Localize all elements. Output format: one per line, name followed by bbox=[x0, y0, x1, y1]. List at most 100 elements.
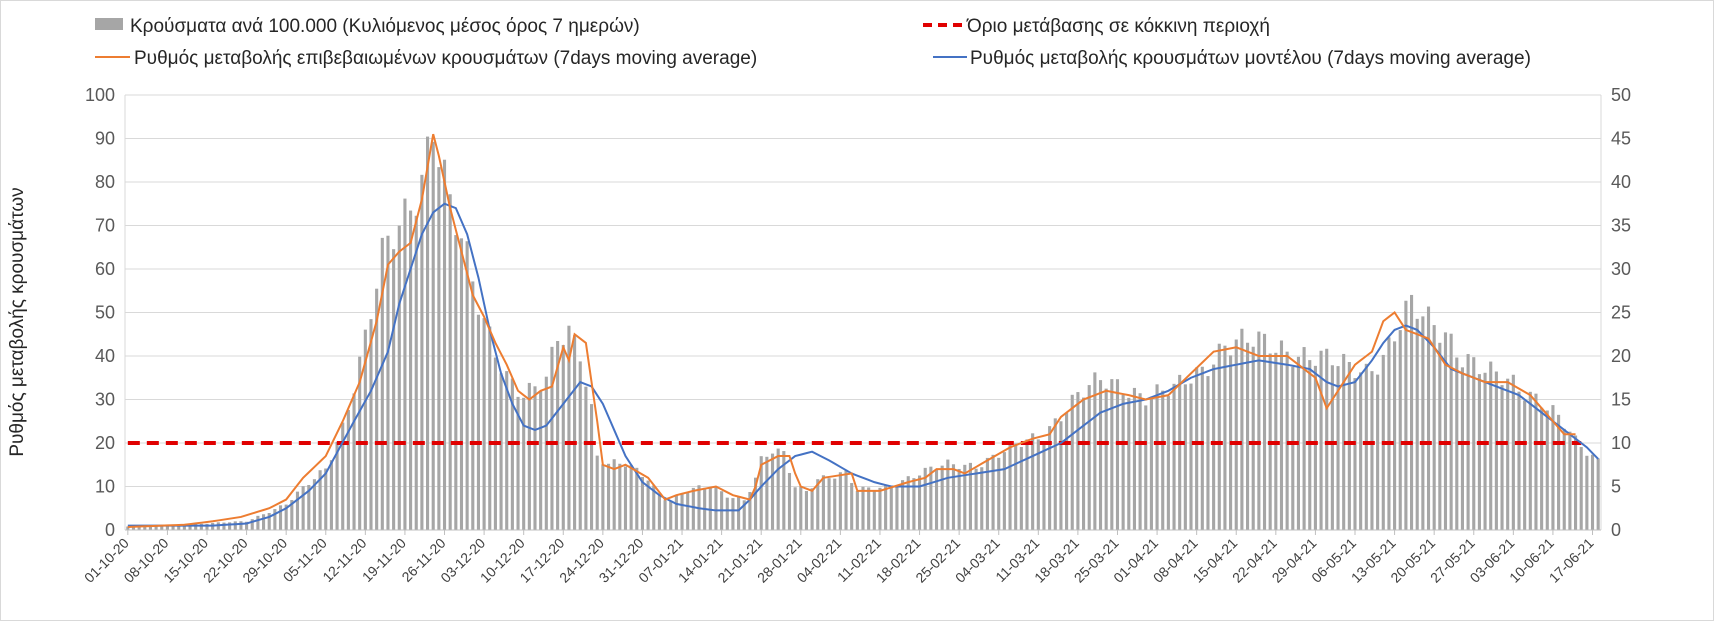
bar bbox=[1421, 316, 1425, 530]
bar bbox=[997, 457, 1001, 530]
bar bbox=[1455, 357, 1459, 530]
bar bbox=[884, 484, 888, 530]
bar bbox=[295, 491, 300, 530]
y-left-tick-label: 80 bbox=[95, 172, 115, 192]
bar bbox=[1251, 346, 1255, 530]
bar bbox=[1291, 366, 1295, 530]
bar bbox=[1308, 360, 1312, 530]
bar bbox=[233, 521, 237, 530]
bar bbox=[1121, 394, 1125, 530]
bar bbox=[686, 492, 690, 530]
y-left-tick-label: 90 bbox=[95, 129, 115, 149]
bar bbox=[906, 476, 910, 530]
bar bbox=[284, 504, 288, 530]
bar bbox=[980, 467, 984, 530]
bar bbox=[199, 523, 203, 530]
bar bbox=[182, 524, 186, 530]
bar bbox=[1500, 385, 1504, 530]
bar bbox=[1506, 378, 1510, 530]
bar bbox=[714, 487, 718, 530]
bar bbox=[968, 462, 972, 530]
bar bbox=[1325, 348, 1329, 530]
y-right-tick-label: 30 bbox=[1611, 259, 1631, 279]
bar bbox=[821, 475, 825, 530]
bar bbox=[946, 459, 950, 530]
bar bbox=[533, 386, 537, 530]
bar bbox=[1223, 345, 1227, 530]
bar bbox=[131, 526, 136, 530]
bar bbox=[505, 371, 509, 530]
bar bbox=[1302, 347, 1306, 530]
bar bbox=[1568, 431, 1572, 530]
bar bbox=[1398, 330, 1402, 530]
y-right-tick-label: 35 bbox=[1611, 216, 1631, 236]
bar bbox=[442, 159, 447, 530]
bar bbox=[205, 523, 209, 530]
bar bbox=[1240, 328, 1244, 530]
bar bbox=[1189, 383, 1193, 530]
bar bbox=[228, 522, 232, 530]
bar bbox=[386, 235, 390, 530]
bar bbox=[799, 486, 803, 530]
bar bbox=[759, 456, 763, 530]
confirmed-line bbox=[127, 133, 1576, 528]
bar bbox=[516, 396, 520, 530]
bar bbox=[1370, 371, 1374, 530]
bar bbox=[1053, 418, 1057, 530]
bar bbox=[1494, 371, 1498, 530]
bar bbox=[482, 318, 486, 530]
bar bbox=[867, 487, 871, 530]
bar bbox=[895, 486, 899, 530]
bar bbox=[1511, 374, 1515, 530]
bar bbox=[471, 281, 475, 530]
bar bbox=[1036, 439, 1040, 530]
bar bbox=[1093, 372, 1097, 530]
bar bbox=[674, 494, 678, 530]
bar bbox=[454, 235, 458, 530]
bar bbox=[578, 361, 582, 530]
x-axis-ticks: 01-10-2008-10-2015-10-2022-10-2029-10-20… bbox=[81, 530, 1597, 586]
bar bbox=[940, 465, 944, 530]
bar bbox=[1234, 339, 1238, 530]
bar bbox=[618, 463, 622, 530]
bar bbox=[1562, 428, 1566, 530]
legend-model-label: Ρυθμός μεταβολής κρουσμάτων μοντέλου (7d… bbox=[970, 48, 1531, 69]
bar bbox=[680, 493, 684, 530]
bar bbox=[1195, 367, 1199, 530]
bar bbox=[1065, 412, 1069, 530]
bar bbox=[1449, 333, 1453, 530]
bar bbox=[991, 454, 995, 530]
y-right-tick-label: 20 bbox=[1611, 346, 1631, 366]
bar bbox=[126, 526, 130, 530]
bar bbox=[934, 469, 939, 530]
bar bbox=[595, 455, 599, 530]
y-left-tick-label: 40 bbox=[95, 346, 115, 366]
bar bbox=[267, 513, 271, 530]
bar bbox=[476, 314, 480, 530]
bar bbox=[929, 466, 933, 530]
bar bbox=[1596, 458, 1600, 530]
bar bbox=[1483, 372, 1487, 530]
y-right-tick-label: 10 bbox=[1611, 433, 1631, 453]
bar bbox=[448, 194, 452, 530]
bar bbox=[1432, 325, 1436, 530]
bar bbox=[1087, 385, 1091, 530]
bar bbox=[1104, 388, 1108, 530]
bar bbox=[567, 325, 571, 530]
bar bbox=[912, 478, 916, 530]
bar bbox=[375, 288, 379, 530]
bar bbox=[318, 470, 322, 530]
bar bbox=[324, 468, 328, 530]
y-right-tick-label: 25 bbox=[1611, 303, 1631, 323]
bar bbox=[510, 378, 514, 530]
bar bbox=[635, 467, 639, 530]
bar bbox=[776, 448, 780, 530]
bar bbox=[748, 492, 752, 530]
bar bbox=[1166, 396, 1170, 530]
legend-confirmed-label: Ρυθμός μεταβολής επιβεβαιωμένων κρουσμάτ… bbox=[134, 48, 757, 69]
bar bbox=[352, 393, 356, 530]
bar bbox=[550, 346, 554, 530]
bar bbox=[1115, 379, 1120, 530]
bar bbox=[1200, 366, 1204, 530]
